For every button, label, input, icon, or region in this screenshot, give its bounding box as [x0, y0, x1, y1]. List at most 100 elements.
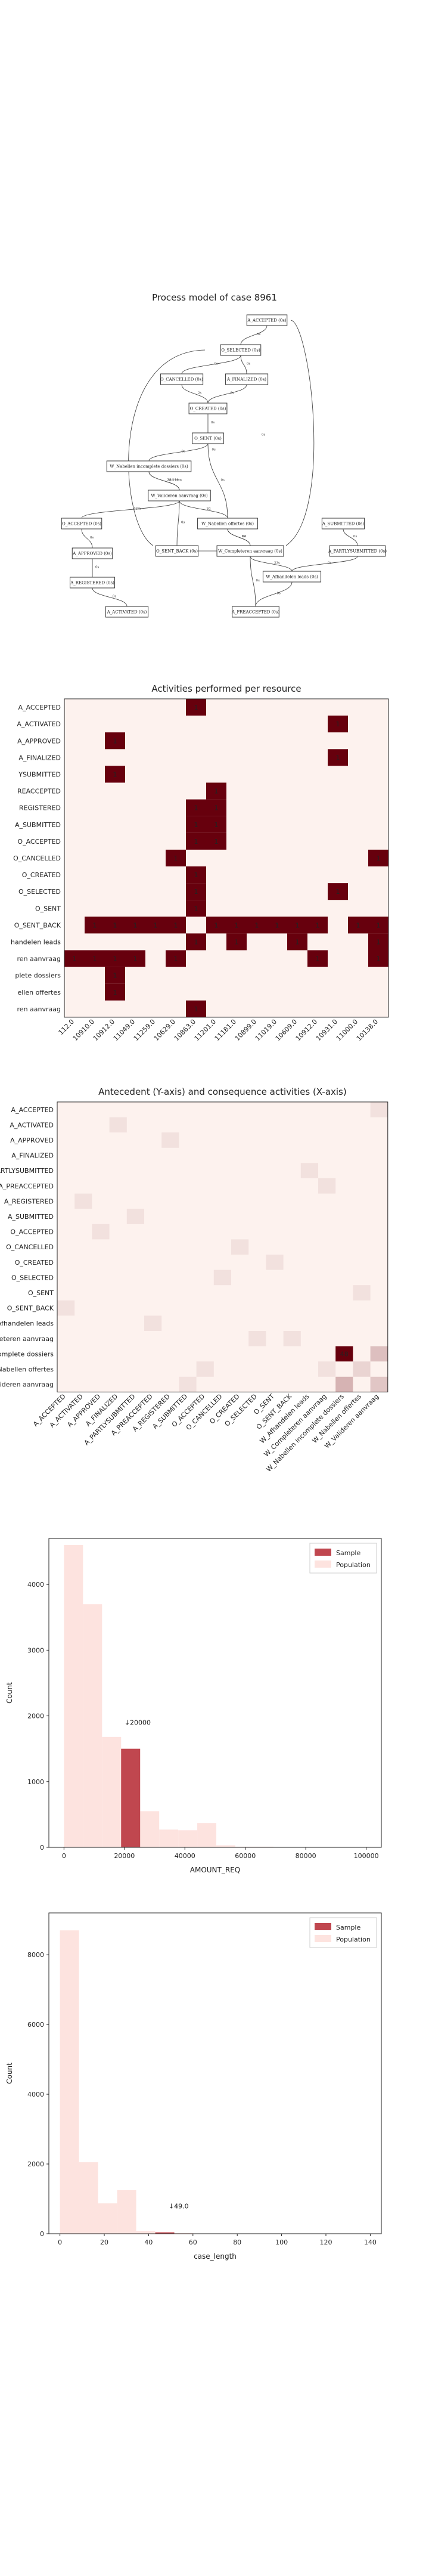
heatmap-cell: [318, 1178, 336, 1194]
process-edge-label: 0s: [211, 421, 214, 425]
heatmap-cell-value: 1: [377, 938, 381, 946]
process-edge: [176, 500, 180, 546]
population-bar: [136, 2231, 156, 2234]
resource-heatmap: Activities performed per resource1111111…: [11, 683, 389, 1042]
legend-label-population: Population: [336, 1936, 371, 1943]
heatmap-cell: [85, 917, 105, 934]
heatmap-cell: [370, 1346, 388, 1362]
process-edge: [250, 556, 256, 607]
process-node-label: W_Nabellen offertes (0s): [201, 522, 254, 527]
heatmap-cell: [161, 1132, 179, 1148]
heatmap-cell: [307, 950, 328, 967]
process-node-label: W_Valideren aanvraag (0s): [151, 494, 208, 499]
heatmap-cell: [368, 917, 388, 934]
heatmap-cell: [287, 933, 307, 950]
process-model-graph: Process model of case 8961 0s 0s 0s 2s 0s 0s 0…: [61, 292, 387, 618]
process-edge-label: 2s: [198, 392, 201, 395]
process-edge-label: 0s: [113, 595, 116, 599]
process-node-box: [246, 314, 288, 326]
process-edge-label: 0s: [214, 363, 218, 366]
process-node: O_CREATED (0s): [188, 402, 228, 414]
heatmap-row-label: O_SENT_BACK: [14, 921, 61, 929]
heatmap-cell: [267, 917, 287, 934]
heatmap-cell-value: 1: [235, 938, 239, 946]
process-node: W_Nabellen offertes (0s): [197, 518, 258, 530]
heatmap-row-label: W_Nabellen incomplete dossiers: [0, 1350, 54, 1358]
heatmap-cell-value: 1: [194, 838, 198, 846]
heatmap-cell-value: 1: [214, 821, 219, 829]
heatmap-cell-value: 1: [356, 921, 360, 929]
process-edge-label: 0s: [95, 566, 99, 569]
sample-annotation: ↓20000: [125, 1719, 151, 1727]
heatmap-cell-value: 1: [154, 921, 158, 929]
heatmap-row-label: W_Valideren aanvraag: [0, 1381, 54, 1389]
process-edge-label: 1d: [242, 535, 246, 538]
antecedent-heatmap-panel: Antecedent (Y-axis) and consequence acti…: [0, 1085, 429, 1515]
population-bar: [140, 1811, 160, 1847]
process-edge: [128, 349, 206, 546]
heatmap-cell: [166, 849, 186, 866]
heatmap-cell: [307, 917, 328, 934]
process-edge: [81, 528, 93, 549]
heatmap-cell-value: 1: [174, 854, 178, 862]
heatmap-cell-value: 1: [113, 955, 117, 963]
heatmap-cell: [247, 917, 267, 934]
process-node: A_ACCEPTED (0s): [246, 314, 288, 326]
heatmap-cell: [186, 832, 206, 850]
process-node: O_ACCEPTED (0s): [61, 518, 102, 530]
heatmap-row-label: YSUBMITTED: [18, 770, 61, 778]
process-node: A_SUBMITTED (0s): [322, 518, 365, 530]
x-tick-label: 120: [320, 2238, 332, 2246]
heatmap-cell: [105, 766, 125, 783]
heatmap-cell: [206, 816, 226, 833]
heatmap-col-label: 10863.0: [173, 1018, 197, 1042]
heatmap-cell: [105, 950, 125, 967]
process-edge: [343, 528, 358, 546]
heatmap-cell: [109, 1117, 127, 1133]
heatmap-cell-value: 1: [214, 921, 219, 929]
process-node-box: [155, 545, 199, 557]
x-tick-label: 60: [189, 2238, 197, 2246]
process-node-label: O_SELECTED (0s): [221, 348, 260, 353]
heatmap-cell-value: 1: [316, 955, 320, 963]
process-node: O_CANCELLED (0s): [160, 373, 203, 385]
process-node-box: [148, 490, 211, 501]
heatmap-cell: [266, 1255, 284, 1270]
heatmap-cell-value: 1: [174, 921, 178, 929]
population-bar: [174, 2233, 194, 2234]
heatmap-row-label: A_ACTIVATED: [17, 720, 61, 728]
process-node-box: [197, 518, 258, 530]
process-edge-label: 0s: [231, 392, 234, 395]
process-node-label: A_APPROVED (0s): [72, 552, 112, 556]
heatmap-cell-value: 1: [113, 921, 117, 929]
heatmap-row-label: O_ACCEPTED: [17, 838, 61, 846]
heatmap-cell: [186, 799, 206, 816]
heatmap-frame: [57, 1101, 388, 1392]
heatmap-cell: [335, 1376, 353, 1392]
heatmap-col-label: 10931.0: [315, 1018, 339, 1042]
heatmap-cell-value: 1: [174, 955, 178, 963]
heatmap-row-label: O_CREATED: [15, 1259, 54, 1267]
process-node-label: A_SUBMITTED (0s): [322, 522, 365, 527]
heatmap-cell: [125, 950, 145, 967]
heatmap-row-label: A_APPROVED: [17, 737, 61, 745]
process-edge: [291, 556, 358, 572]
heatmap-row-label: REACCEPTED: [17, 788, 61, 795]
heatmap-cell: [179, 1376, 197, 1392]
heatmap-cell-value: 1: [73, 955, 77, 963]
heatmap-cell-value: 1: [194, 888, 198, 896]
heatmap-col-label: 10899.0: [234, 1018, 258, 1042]
process-edge: [285, 320, 315, 546]
process-edge-label: 0s: [90, 536, 94, 540]
heatmap-cell-value: 1: [194, 871, 198, 879]
process-node-label: W_Afhandelen leads (0s): [266, 575, 318, 580]
process-node-label: A_PARTLYSUBMITTED (0s): [328, 549, 387, 554]
heatmap-row-label: A_REGISTERED: [4, 1197, 54, 1205]
heatmap-row-label: O_SENT: [28, 1289, 54, 1297]
heatmap-row-label: A_ACCEPTED: [11, 1106, 54, 1114]
heatmap-row-label: REGISTERED: [19, 804, 61, 812]
heatmap-cell-value: 1: [93, 955, 97, 963]
heatmap-cell-value: 1: [194, 938, 198, 946]
heatmap-cell-value: 1: [377, 955, 381, 963]
heatmap-row-label: A_PARTLYSUBMITTED: [0, 1167, 54, 1175]
